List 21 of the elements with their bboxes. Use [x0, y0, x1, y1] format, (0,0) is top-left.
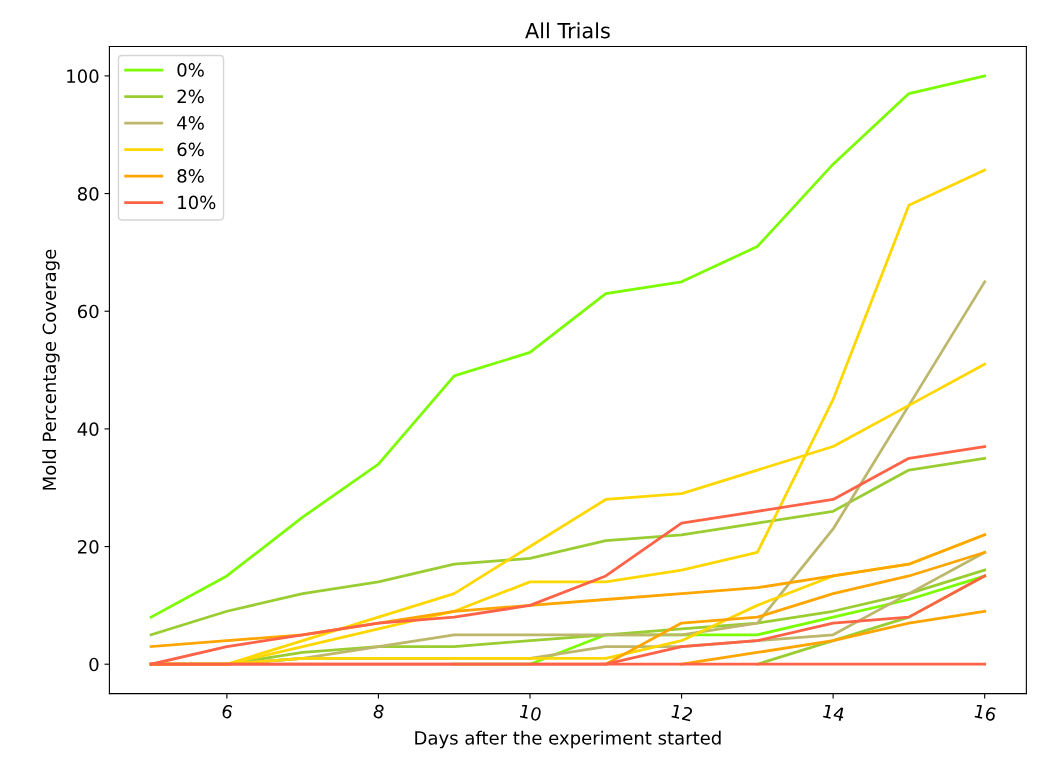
y-tick-label: 0 — [89, 657, 99, 672]
x-tick-label: 10 — [519, 704, 542, 722]
y-tick-label: 100 — [67, 69, 99, 84]
y-tick-label: 20 — [78, 540, 99, 554]
x-tick-label: 16 — [974, 704, 997, 722]
chart-title: All Trials — [525, 22, 610, 39]
legend-label: 10% — [178, 195, 216, 210]
y-tick-label: 60 — [77, 304, 99, 319]
legend-label: 2% — [177, 89, 204, 104]
x-tick-label: 12 — [671, 704, 693, 722]
x-tick-label: 14 — [822, 704, 846, 722]
legend-label: 6% — [177, 142, 204, 157]
x-axis-title: Days after the experiment started — [415, 730, 721, 749]
x-tick-label: 8 — [372, 703, 385, 720]
y-tick-label: 80 — [77, 187, 99, 201]
y-axis-title: Mold Percentage Coverage — [42, 249, 60, 490]
legend-label: 8% — [177, 169, 204, 183]
legend-label: 0% — [177, 63, 204, 77]
x-tick-label: 6 — [221, 703, 234, 720]
legend-label: 4% — [177, 116, 204, 130]
y-tick-label: 40 — [77, 422, 99, 437]
